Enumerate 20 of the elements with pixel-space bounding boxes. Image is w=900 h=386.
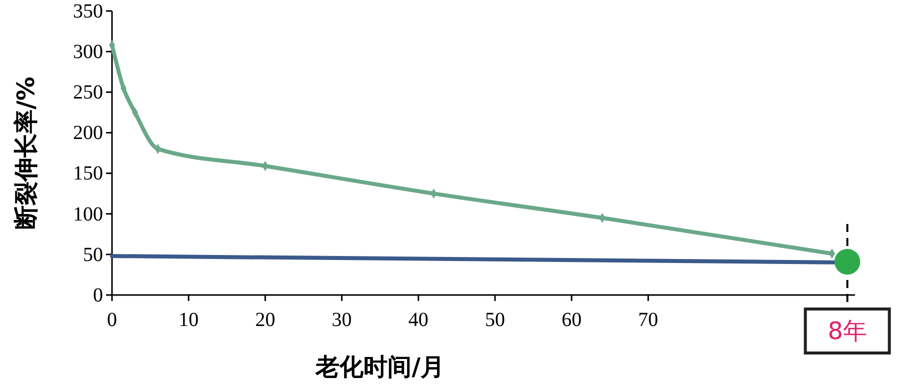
x-tick-label: 30 xyxy=(332,309,352,331)
x-tick-label: 0 xyxy=(107,309,117,331)
y-tick-label: 300 xyxy=(73,40,103,63)
x-axis-title: 老化时间/月 xyxy=(314,353,444,381)
x-tick-label: 50 xyxy=(484,309,505,331)
x-tick-label: 70 xyxy=(638,309,658,331)
point xyxy=(834,248,860,275)
y-tick-label: 350 xyxy=(73,0,103,22)
x-tick-label: 40 xyxy=(408,309,428,331)
y-tick-label: 50 xyxy=(83,244,103,266)
y-axis-title: 断裂伸长率/% xyxy=(12,76,40,230)
ref-line-label: 8年 xyxy=(828,317,867,345)
x-tick-label: 10 xyxy=(178,309,199,331)
x-tick-label: 60 xyxy=(562,309,582,331)
y-tick-label: 200 xyxy=(73,122,103,144)
y-tick-label: 0 xyxy=(93,284,103,306)
x-tick-label: 20 xyxy=(255,309,276,331)
y-tick-label: 150 xyxy=(73,162,103,185)
y-tick-label: 100 xyxy=(73,203,103,226)
y-tick-label: 250 xyxy=(73,82,103,104)
